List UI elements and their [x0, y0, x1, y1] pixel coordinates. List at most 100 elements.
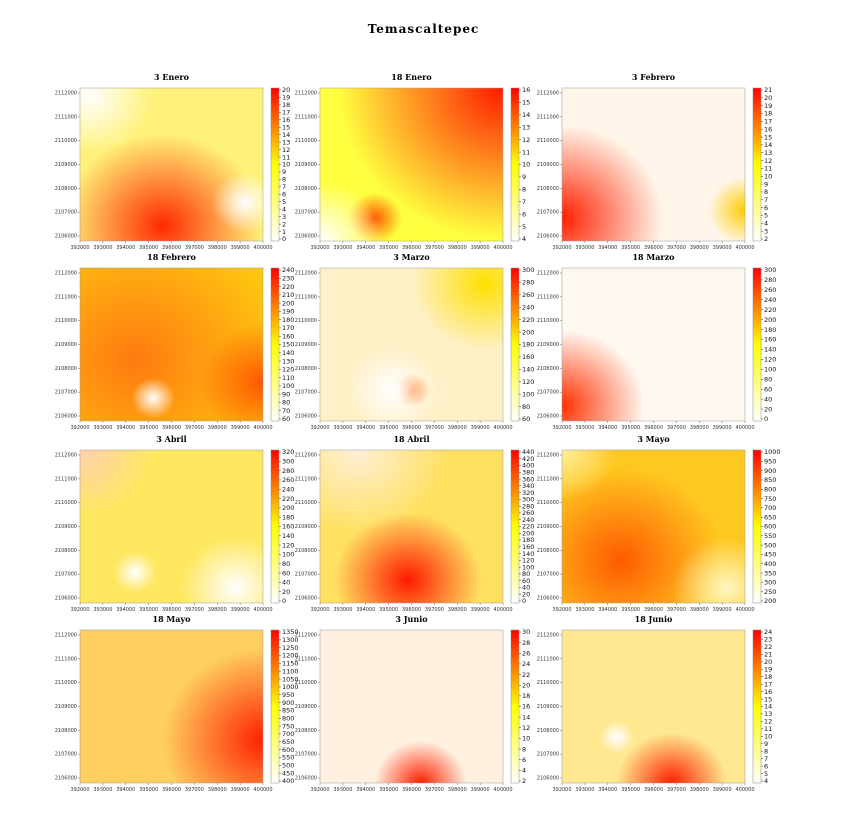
- colorbar-tick-label: 180: [282, 316, 294, 324]
- x-tick-label: 399000: [713, 607, 732, 613]
- colorbar-tick-label: 15: [282, 123, 290, 131]
- y-tick-label: 2107000: [55, 210, 77, 216]
- heatmap-hotspot: [80, 450, 154, 518]
- heatmap-panel: 3 Mayo 392000 393000 394000 395000 396000 3970…: [537, 434, 781, 613]
- y-tick-label: 2111000: [295, 656, 317, 662]
- colorbar-tick-label: 14: [522, 713, 530, 721]
- y-tick-label: 2107000: [295, 390, 317, 396]
- y-tick-label: 2106000: [295, 596, 317, 602]
- panel-title: 3 Enero: [154, 72, 190, 82]
- colorbar-tick-label: 4: [282, 205, 286, 213]
- colorbar-tick-label: 220: [282, 495, 294, 503]
- x-tick-label: 396000: [162, 787, 181, 793]
- colorbar-tick-label: 1350: [282, 628, 299, 636]
- x-tick-label: 397000: [667, 607, 686, 613]
- heatmap-panel: 18 Marzo 392000 393000 394000 395000 396000 39…: [537, 252, 777, 431]
- colorbar-tick-label: 200: [764, 597, 776, 605]
- y-tick-label: 2108000: [537, 548, 559, 554]
- panel-title: 3 Febrero: [632, 72, 676, 82]
- colorbar-tick-label: 650: [764, 513, 776, 521]
- colorbar-tick-label: 130: [282, 357, 294, 365]
- x-tick-label: 392000: [310, 607, 329, 613]
- y-tick-label: 2108000: [55, 366, 77, 372]
- x-tick-label: 399000: [471, 607, 490, 613]
- panel-title: 18 Abril: [393, 434, 429, 444]
- x-tick-label: 399000: [713, 425, 732, 431]
- x-tick-label: 396000: [402, 425, 421, 431]
- y-tick-label: 2106000: [295, 414, 317, 420]
- colorbar-tick-label: 20: [522, 681, 530, 689]
- x-tick-label: 395000: [621, 787, 640, 793]
- x-tick-label: 400000: [735, 425, 754, 431]
- colorbar-tick-label: 110: [282, 374, 294, 382]
- x-tick-label: 393000: [93, 787, 112, 793]
- colorbar-tick-label: 11: [764, 165, 772, 173]
- colorbar-tick-label: 7: [764, 755, 768, 763]
- y-tick-label: 2111000: [295, 476, 317, 482]
- colorbar-tick-label: 8: [764, 747, 768, 755]
- x-tick-label: 399000: [231, 787, 250, 793]
- colorbar-tick-label: 400: [522, 462, 534, 470]
- x-tick-label: 397000: [185, 607, 204, 613]
- colorbar: [270, 449, 280, 604]
- colorbar-tick-label: 120: [282, 541, 294, 549]
- y-tick-label: 2108000: [55, 728, 77, 734]
- x-tick-label: 400000: [493, 245, 512, 251]
- colorbar-tick-label: 19: [282, 94, 290, 102]
- y-tick-label: 2106000: [55, 234, 77, 240]
- colorbar-tick-label: 300: [522, 266, 534, 274]
- x-tick-label: 395000: [139, 245, 158, 251]
- colorbar-tick-label: 10: [282, 161, 290, 169]
- x-tick-label: 392000: [552, 425, 571, 431]
- y-tick-label: 2112000: [55, 633, 77, 639]
- colorbar-tick-label: 240: [764, 296, 776, 304]
- colorbar-tick-label: 18: [764, 110, 772, 118]
- heatmap-hotspot: [320, 182, 385, 241]
- x-tick-label: 392000: [70, 787, 89, 793]
- x-tick-label: 399000: [231, 245, 250, 251]
- colorbar-tick-label: 300: [282, 458, 294, 466]
- x-tick-label: 395000: [139, 425, 158, 431]
- x-tick-label: 397000: [425, 425, 444, 431]
- colorbar-tick-label: 600: [282, 746, 294, 754]
- y-tick-label: 2109000: [55, 704, 77, 710]
- x-tick-label: 399000: [471, 425, 490, 431]
- y-tick-label: 2109000: [55, 524, 77, 530]
- heatmap-hotspot: [562, 125, 663, 241]
- colorbar-tick-label: 900: [764, 467, 776, 475]
- colorbar-tick-label: 10: [522, 735, 530, 743]
- heatmap-panel: 3 Febrero 392000 393000 394000 395000 396000 3…: [537, 72, 773, 251]
- colorbar-tick-label: 170: [282, 324, 294, 332]
- colorbar-tick-label: 90: [282, 390, 290, 398]
- heatmap-panel: 18 Enero 392000 393000 394000 395000 396000 39…: [295, 72, 531, 251]
- colorbar-tick-label: 280: [522, 279, 534, 287]
- y-tick-label: 2112000: [55, 453, 77, 459]
- colorbar-tick-label: 1: [282, 228, 286, 236]
- y-tick-label: 2112000: [537, 453, 559, 459]
- x-tick-label: 398000: [208, 607, 227, 613]
- colorbar-tick-label: 13: [764, 149, 772, 157]
- colorbar-tick-label: 7: [282, 183, 286, 191]
- x-tick-label: 392000: [310, 787, 329, 793]
- colorbar-tick-label: 400: [764, 560, 776, 568]
- colorbar-tick-label: 20: [764, 658, 772, 666]
- colorbar-tick-label: 320: [282, 448, 294, 456]
- colorbar-tick-label: 140: [282, 349, 294, 357]
- y-tick-label: 2112000: [55, 271, 77, 277]
- heatmap-hotspot: [131, 377, 176, 419]
- heatmap-hotspot: [112, 552, 157, 593]
- y-tick-label: 2112000: [537, 91, 559, 97]
- colorbar-tick-label: 3: [764, 227, 768, 235]
- colorbar-tick-label: 70: [282, 407, 290, 415]
- colorbar-tick-label: 240: [522, 303, 534, 311]
- colorbar-tick-label: 2: [764, 235, 768, 243]
- colorbar-tick-label: 6: [764, 204, 768, 212]
- x-tick-label: 394000: [598, 425, 617, 431]
- colorbar-tick-label: 1150: [282, 660, 299, 668]
- colorbar-tick-label: 350: [764, 569, 776, 577]
- colorbar-tick-label: 14: [764, 141, 772, 149]
- colorbar-tick-label: 40: [764, 395, 772, 403]
- y-tick-label: 2108000: [537, 728, 559, 734]
- colorbar-tick-label: 5: [282, 198, 286, 206]
- colorbar-tick-label: 800: [764, 485, 776, 493]
